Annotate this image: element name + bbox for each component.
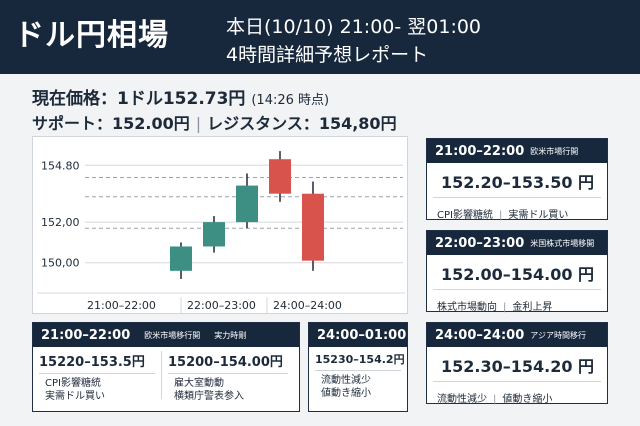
candlestick-chart: 154.80 152,00 150,00 21:00–22:00 22:00–23:00… bbox=[32, 136, 408, 314]
x-tick-label: 22:00–23:00 bbox=[187, 299, 256, 312]
forecast-note: CPI影響糖統 bbox=[437, 210, 493, 221]
bottom-panel-title: 24:00–01:00 bbox=[317, 327, 407, 343]
bottom-note: 値動き縮小 bbox=[321, 388, 371, 399]
y-tick-label: 152,00 bbox=[41, 216, 80, 229]
bottom-panel-column: 15220–153.5円 CPI影響糖統 実需ドル買い bbox=[33, 347, 161, 403]
forecast-panel-title: 22:00–23:00 bbox=[435, 235, 525, 251]
candle-body bbox=[170, 246, 192, 271]
candle-body bbox=[203, 222, 225, 247]
forecast-panel-header: 24:00–24:00 アジア時間移行 bbox=[427, 323, 607, 347]
x-tick-label: 24:00–24:00 bbox=[273, 299, 342, 312]
divider bbox=[168, 373, 288, 374]
divider bbox=[433, 381, 601, 382]
note-separator: | bbox=[493, 394, 497, 405]
report-title: ドル円相場 bbox=[14, 18, 169, 53]
column-separator bbox=[161, 351, 162, 399]
forecast-range: 152.30–154.20 円 bbox=[441, 357, 595, 376]
forecast-notes: 流動性減少 | 値動き縮小 bbox=[427, 382, 607, 405]
y-tick-label: 150,00 bbox=[41, 257, 80, 270]
current-price-line: 現在価格：1ドル152.73円 (14:26 時点) bbox=[32, 84, 329, 109]
bottom-note: 実需ドル買い bbox=[45, 391, 105, 402]
divider bbox=[433, 197, 601, 198]
levels-line: サポート：152.00円 | レジスタンス：154,80円 bbox=[32, 110, 397, 134]
bottom-note: 流動性減少 bbox=[321, 375, 371, 386]
note-separator: | bbox=[503, 302, 507, 313]
note-separator: | bbox=[498, 210, 503, 221]
forecast-notes: CPI影響糖統 | 実需ドル買い bbox=[427, 198, 607, 221]
x-tick-label: 21:00–22:00 bbox=[87, 299, 156, 312]
bottom-panel-header: 21:00–22:00 欧米市場移行開 実力時剛 bbox=[33, 323, 299, 347]
forecast-panel-2: 22:00–23:00 米国株式市場移開 152.00–154.00 円 株式市… bbox=[426, 230, 608, 313]
bottom-note: CPI影響糖統 bbox=[45, 378, 101, 389]
forecast-range: 152.20–153.50 円 bbox=[441, 173, 595, 192]
bottom-panel-1: 21:00–22:00 欧米市場移行開 実力時剛 15220–153.5円 CP… bbox=[32, 322, 300, 412]
bottom-panel-tag: 実力時剛 bbox=[214, 330, 247, 340]
chart-svg: 154.80 152,00 150,00 21:00–22:00 22:00–23:00… bbox=[37, 151, 405, 313]
report-subtitle: 4時間詳細予想レポート bbox=[226, 44, 429, 66]
forecast-notes: 株式市場動向 | 金利上昇 bbox=[427, 290, 607, 313]
forecast-note: 実需ドル買い bbox=[508, 210, 569, 221]
bottom-note: 雇大室動動 bbox=[174, 378, 224, 389]
bottom-panel-tag: 欧米市場移行開 bbox=[144, 330, 201, 340]
forecast-panel-title: 21:00–22:00 bbox=[435, 143, 525, 159]
forecast-panel-3: 24:00–24:00 アジア時間移行 152.30–154.20 円 流動性減… bbox=[426, 322, 608, 405]
current-price-label: 現在価格： bbox=[32, 89, 117, 109]
support-level: サポート：152.00円 bbox=[32, 114, 190, 133]
bottom-range: 15200–154.00円 bbox=[168, 355, 283, 370]
bottom-panel-2: 24:00–01:00 15230–154.2円 流動性減少 値動き縮小 bbox=[308, 322, 408, 412]
bottom-note: 横類庁警表参入 bbox=[174, 391, 244, 402]
bottom-panel-title: 21:00–22:00 bbox=[41, 327, 131, 343]
forecast-note: 金利上昇 bbox=[512, 302, 553, 313]
bottom-panel-header: 24:00–01:00 bbox=[309, 323, 407, 347]
forecast-panel-tag: 欧米市場行開 bbox=[530, 146, 579, 156]
report-header: ドル円相場 本日(10/10) 21:00- 翌01:00 4時間詳細予想レポー… bbox=[0, 0, 640, 74]
bottom-range: 15230–154.2円 bbox=[315, 353, 405, 366]
forecast-note: 値動き縮小 bbox=[502, 394, 553, 405]
divider bbox=[315, 370, 401, 371]
forecast-panel-tag: 米国株式市場移開 bbox=[530, 238, 595, 248]
report-date-range: 本日(10/10) 21:00- 翌01:00 bbox=[226, 16, 482, 38]
bottom-panel-column: 15200–154.00円 雇大室動動 横類庁警表参入 bbox=[162, 347, 294, 403]
candle-body bbox=[302, 193, 324, 261]
candle-body bbox=[269, 159, 291, 194]
forecast-panel-header: 22:00–23:00 米国株式市場移開 bbox=[427, 231, 607, 255]
y-tick-label: 154.80 bbox=[41, 159, 80, 172]
bottom-panel-column: 15230–154.2円 流動性減少 値動き縮小 bbox=[309, 347, 407, 400]
forecast-note: 株式市場動向 bbox=[437, 302, 497, 313]
divider bbox=[433, 289, 601, 290]
levels-separator: | bbox=[195, 114, 202, 133]
forecast-panel-header: 21:00–22:00 欧米市場行開 bbox=[427, 139, 607, 163]
forecast-range: 152.00–154.00 円 bbox=[441, 265, 595, 284]
forecast-note: 流動性減少 bbox=[437, 394, 487, 405]
resistance-level: レジスタンス：154,80円 bbox=[207, 114, 397, 133]
forecast-panel-tag: アジア時間移行 bbox=[530, 330, 586, 340]
forecast-panel-1: 21:00–22:00 欧米市場行開 152.20–153.50 円 CPI影響… bbox=[426, 138, 608, 221]
candle-body bbox=[236, 185, 258, 223]
divider bbox=[39, 373, 155, 374]
forecast-panel-title: 24:00–24:00 bbox=[435, 327, 525, 343]
bottom-panel-body: 15220–153.5円 CPI影響糖統 実需ドル買い 15200–154.00… bbox=[33, 347, 299, 403]
current-price-value: 1ドル152.73円 bbox=[117, 89, 246, 109]
current-price-time: (14:26 時点) bbox=[251, 93, 330, 108]
bottom-range: 15220–153.5円 bbox=[39, 355, 145, 370]
